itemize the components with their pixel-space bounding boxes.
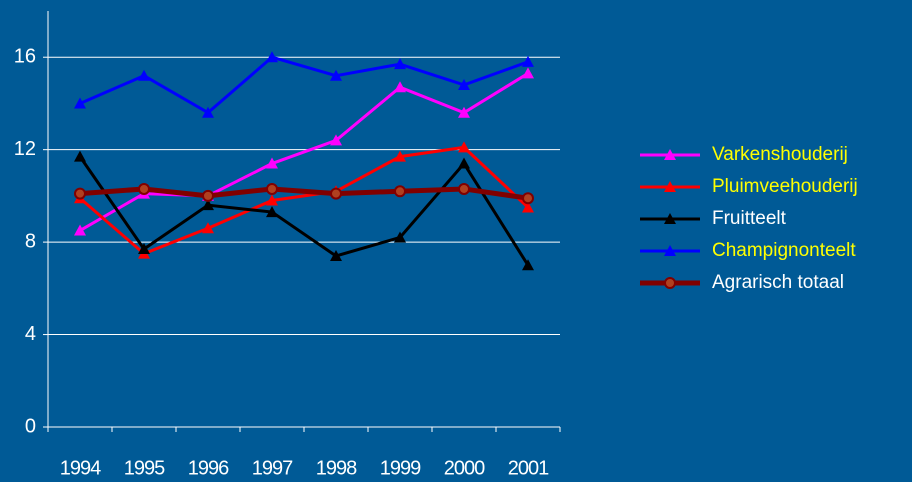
legend-label: Agrarisch totaal (712, 272, 844, 293)
data-point (138, 243, 150, 255)
data-point (394, 231, 406, 243)
data-point (458, 78, 470, 90)
series-line (79, 55, 529, 115)
data-point (74, 187, 86, 200)
y-tick-label: 4 (25, 323, 36, 345)
y-tick-label: 16 (14, 46, 36, 68)
data-point (266, 206, 278, 218)
series-line (78, 155, 530, 267)
legend-marker (664, 149, 676, 160)
data-point (74, 224, 86, 236)
data-point (330, 134, 342, 146)
legend-marker (664, 277, 676, 289)
x-tick-label: 1997 (252, 457, 293, 479)
y-tick-label: 8 (25, 230, 36, 252)
legend-marker (664, 213, 676, 224)
data-point (522, 259, 534, 271)
data-point (458, 141, 470, 153)
data-point (330, 69, 342, 81)
data-point (330, 187, 342, 200)
legend-marker (664, 245, 676, 256)
data-point (202, 189, 214, 202)
series-line (79, 145, 530, 256)
data-point (266, 51, 278, 63)
x-tick-label: 1996 (188, 457, 229, 479)
legend-label: Champignonteelt (712, 240, 856, 261)
data-point (202, 106, 214, 118)
legend-label: Pluimveehouderij (712, 176, 858, 197)
data-point (266, 157, 278, 169)
data-point (330, 249, 342, 261)
legend-marker (664, 181, 676, 192)
x-tick-label: 1994 (60, 457, 101, 479)
y-tick-label: 12 (14, 138, 36, 160)
data-point (394, 81, 406, 93)
x-tick-label: 1995 (124, 457, 165, 479)
x-tick-label: 1999 (380, 457, 421, 479)
data-point (522, 192, 534, 205)
data-point (522, 55, 534, 67)
data-point (522, 67, 534, 79)
data-point (138, 69, 150, 81)
legend-label: Fruitteelt (712, 208, 787, 229)
data-point (394, 58, 406, 70)
data-point (202, 199, 214, 211)
x-tick-label: 2001 (508, 457, 549, 479)
data-point (74, 97, 86, 109)
data-point (138, 182, 150, 195)
data-point (266, 182, 278, 195)
x-tick-label: 1998 (316, 457, 357, 479)
series-line (79, 186, 529, 201)
data-point (74, 150, 86, 162)
y-tick-label: 0 (25, 415, 36, 437)
data-point (266, 194, 278, 206)
data-point (458, 106, 470, 118)
x-tick-label: 2000 (444, 457, 485, 479)
data-point (522, 201, 534, 213)
data-point (458, 157, 470, 169)
data-point (394, 150, 406, 162)
legend-label: Varkenshouderij (712, 144, 848, 165)
data-point (202, 222, 214, 234)
series-line (79, 72, 529, 232)
data-point (394, 185, 406, 198)
data-point (458, 182, 470, 195)
